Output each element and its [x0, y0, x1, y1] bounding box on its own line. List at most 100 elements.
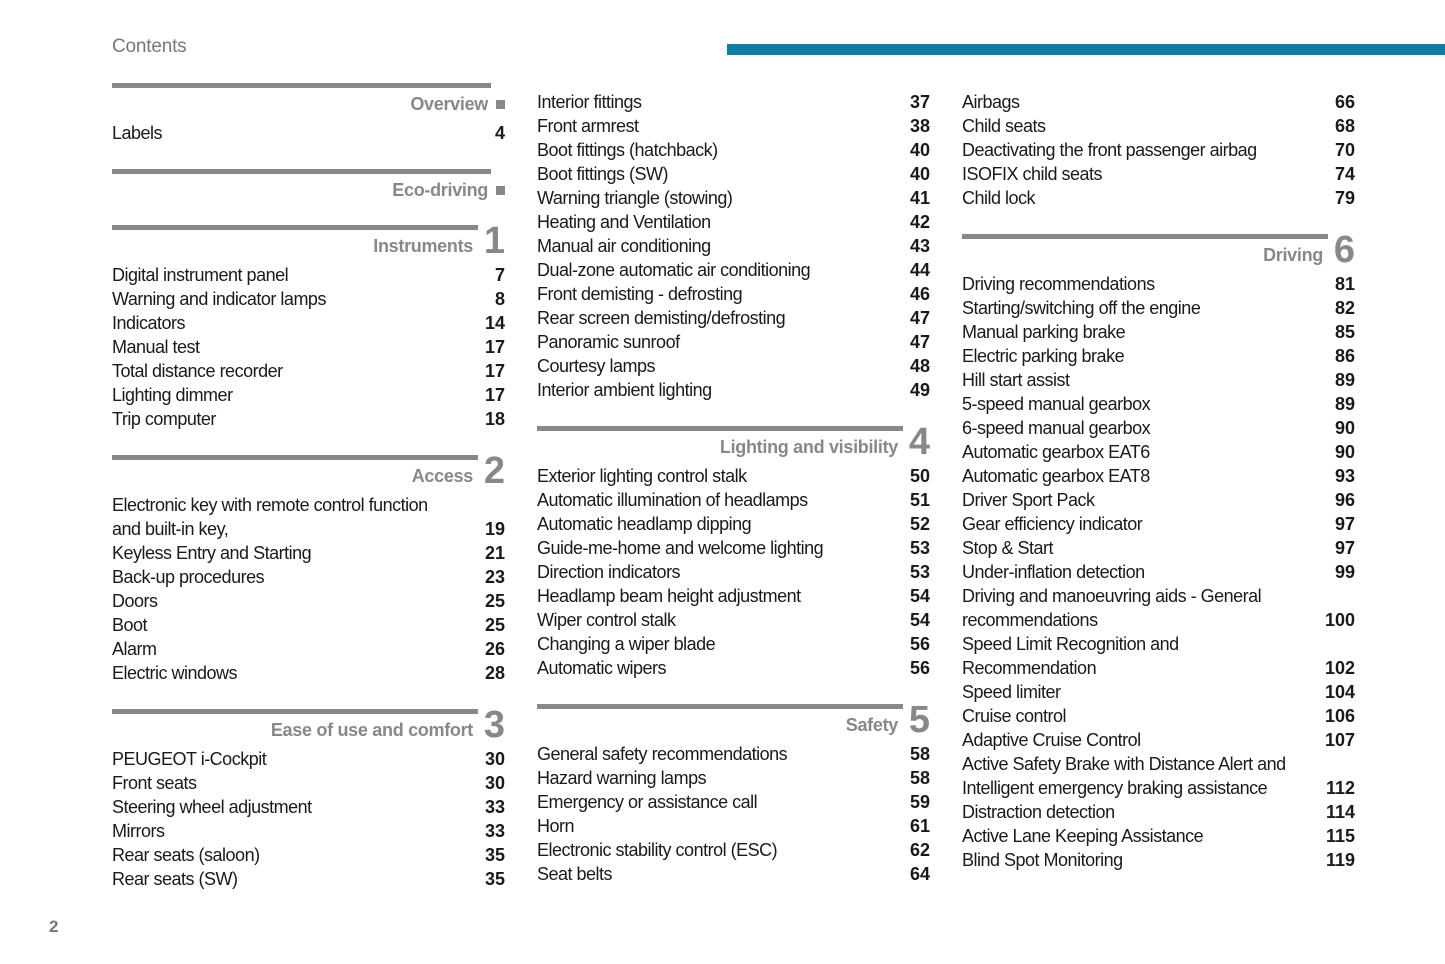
- toc-entry[interactable]: Hazard warning lamps 58: [537, 766, 930, 790]
- toc-entry[interactable]: Boot fittings (SW) 40: [537, 162, 930, 186]
- toc-entry[interactable]: Trip computer 18: [112, 407, 505, 431]
- section-header-driving: Driving 6: [962, 231, 1355, 269]
- toc-entry-page-number: 58: [909, 744, 930, 764]
- toc-entry[interactable]: Speed limiter 104: [962, 680, 1355, 704]
- toc-entry[interactable]: Courtesy lamps 48: [537, 354, 930, 378]
- toc-entry[interactable]: Interior ambient lighting 49: [537, 378, 930, 402]
- toc-entry-page-number: 93: [1334, 466, 1355, 486]
- toc-entry-page-number: 79: [1334, 188, 1355, 208]
- toc-entry[interactable]: 6-speed manual gearbox 90: [962, 416, 1355, 440]
- toc-entry-page-number: 17: [484, 337, 505, 357]
- toc-entry[interactable]: Stop & Start 97: [962, 536, 1355, 560]
- section-label: Instruments: [373, 235, 473, 256]
- toc-entry[interactable]: ISOFIX child seats 74: [962, 162, 1355, 186]
- section-label: Driving: [1263, 244, 1323, 265]
- toc-entry[interactable]: Automatic headlamp dipping 52: [537, 512, 930, 536]
- toc-entry[interactable]: Automatic illumination of headlamps 51: [537, 488, 930, 512]
- toc-entry[interactable]: Speed Limit Recognition and Recommendati…: [962, 632, 1355, 680]
- toc-entry-label: Deactivating the front passenger airbag: [962, 140, 1257, 160]
- toc-entry[interactable]: Total distance recorder 17: [112, 359, 505, 383]
- toc-entry[interactable]: Blind Spot Monitoring 119: [962, 848, 1355, 872]
- section-title-row: Access: [112, 465, 505, 487]
- toc-entry-page-number: 8: [494, 289, 505, 309]
- toc-entry[interactable]: Driving recommendations 81: [962, 272, 1355, 296]
- toc-entry[interactable]: Front armrest 38: [537, 114, 930, 138]
- toc-entry[interactable]: Starting/switching off the engine 82: [962, 296, 1355, 320]
- toc-entry[interactable]: Wiper control stalk 54: [537, 608, 930, 632]
- toc-entry[interactable]: Driver Sport Pack 96: [962, 488, 1355, 512]
- toc-entry-label: Rear screen demisting/defrosting: [537, 308, 786, 328]
- toc-entry-label: Airbags: [962, 92, 1020, 112]
- toc-entry-list: Digital instrument panel 7 Warning and ind…: [112, 263, 505, 431]
- toc-entry[interactable]: Heating and Ventilation 42: [537, 210, 930, 234]
- toc-entry[interactable]: Driving and manoeuvring aids - General r…: [962, 584, 1355, 632]
- toc-entry[interactable]: Rear seats (saloon) 35: [112, 843, 505, 867]
- toc-entry[interactable]: General safety recommendations 58: [537, 742, 930, 766]
- toc-entry[interactable]: Emergency or assistance call 59: [537, 790, 930, 814]
- toc-entry[interactable]: Labels 4: [112, 121, 505, 145]
- toc-entry[interactable]: Manual test 17: [112, 335, 505, 359]
- toc-entry[interactable]: Cruise control 106: [962, 704, 1355, 728]
- header-accent-bar: [727, 44, 1445, 55]
- toc-entry[interactable]: Rear seats (SW) 35: [112, 867, 505, 891]
- toc-entry[interactable]: Digital instrument panel 7: [112, 263, 505, 287]
- section-number-badge: 4: [908, 421, 930, 463]
- toc-entry[interactable]: Mirrors 33: [112, 819, 505, 843]
- toc-entry[interactable]: Doors 25: [112, 589, 505, 613]
- toc-entry[interactable]: Steering wheel adjustment 33: [112, 795, 505, 819]
- toc-entry[interactable]: Airbags 66: [962, 90, 1355, 114]
- toc-entry-label: Blind Spot Monitoring: [962, 850, 1123, 870]
- toc-entry[interactable]: Child lock 79: [962, 186, 1355, 210]
- toc-entry[interactable]: Active Safety Brake with Distance Alert …: [962, 752, 1355, 800]
- toc-entry[interactable]: Under-inflation detection 99: [962, 560, 1355, 584]
- toc-entry-label: Distraction detection: [962, 802, 1115, 822]
- toc-entry[interactable]: Headlamp beam height adjustment 54: [537, 584, 930, 608]
- toc-entry[interactable]: Back-up procedures 23: [112, 565, 505, 589]
- toc-entry[interactable]: Automatic gearbox EAT8 93: [962, 464, 1355, 488]
- toc-entry[interactable]: Changing a wiper blade 56: [537, 632, 930, 656]
- toc-entry[interactable]: Hill start assist 89: [962, 368, 1355, 392]
- section-divider-bar: [112, 225, 478, 230]
- toc-entry[interactable]: Electronic key with remote control funct…: [112, 493, 505, 541]
- toc-entry[interactable]: Automatic wipers 56: [537, 656, 930, 680]
- toc-entry[interactable]: Gear efficiency indicator 97: [962, 512, 1355, 536]
- toc-entry[interactable]: Direction indicators 53: [537, 560, 930, 584]
- toc-entry[interactable]: Guide-me-home and welcome lighting 53: [537, 536, 930, 560]
- toc-entry[interactable]: PEUGEOT i-Cockpit 30: [112, 747, 505, 771]
- toc-entry[interactable]: Front seats 30: [112, 771, 505, 795]
- toc-entry[interactable]: Electric parking brake 86: [962, 344, 1355, 368]
- toc-entry[interactable]: Warning triangle (stowing) 41: [537, 186, 930, 210]
- toc-entry[interactable]: Deactivating the front passenger airbag 7…: [962, 138, 1355, 162]
- toc-entry[interactable]: Boot fittings (hatchback) 40: [537, 138, 930, 162]
- toc-entry[interactable]: Adaptive Cruise Control 107: [962, 728, 1355, 752]
- toc-entry[interactable]: Manual parking brake 85: [962, 320, 1355, 344]
- toc-entry[interactable]: Active Lane Keeping Assistance 115: [962, 824, 1355, 848]
- toc-entry[interactable]: Warning and indicator lamps 8: [112, 287, 505, 311]
- toc-entry[interactable]: Indicators 14: [112, 311, 505, 335]
- toc-entry[interactable]: Panoramic sunroof 47: [537, 330, 930, 354]
- toc-entry[interactable]: Child seats 68: [962, 114, 1355, 138]
- toc-entry[interactable]: Rear screen demisting/defrosting 47: [537, 306, 930, 330]
- toc-entry[interactable]: 5-speed manual gearbox 89: [962, 392, 1355, 416]
- toc-entry[interactable]: Interior fittings 37: [537, 90, 930, 114]
- toc-entry-label: 5-speed manual gearbox: [962, 394, 1151, 414]
- toc-entry[interactable]: Dual-zone automatic air conditioning 44: [537, 258, 930, 282]
- toc-entry-label: Electric parking brake: [962, 346, 1125, 366]
- toc-entry[interactable]: Electronic stability control (ESC) 62: [537, 838, 930, 862]
- toc-entry[interactable]: Distraction detection 114: [962, 800, 1355, 824]
- toc-column-1: Overview Labels 4 Eco-driving Instruments 1 Di…: [112, 83, 505, 891]
- toc-entry[interactable]: Boot 25: [112, 613, 505, 637]
- toc-column-2: Interior fittings 37 Front armrest 38 Boot f…: [537, 83, 930, 886]
- toc-entry-list: Exterior lighting control stalk 50 Automat…: [537, 464, 930, 680]
- toc-entry[interactable]: Electric windows 28: [112, 661, 505, 685]
- toc-entry[interactable]: Horn 61: [537, 814, 930, 838]
- toc-entry[interactable]: Seat belts 64: [537, 862, 930, 886]
- toc-entry-label: Automatic gearbox EAT6: [962, 442, 1150, 462]
- toc-entry[interactable]: Manual air conditioning 43: [537, 234, 930, 258]
- toc-entry[interactable]: Alarm 26: [112, 637, 505, 661]
- toc-entry[interactable]: Keyless Entry and Starting 21: [112, 541, 505, 565]
- toc-entry[interactable]: Automatic gearbox EAT6 90: [962, 440, 1355, 464]
- toc-entry[interactable]: Lighting dimmer 17: [112, 383, 505, 407]
- toc-entry[interactable]: Exterior lighting control stalk 50: [537, 464, 930, 488]
- toc-entry[interactable]: Front demisting - defrosting 46: [537, 282, 930, 306]
